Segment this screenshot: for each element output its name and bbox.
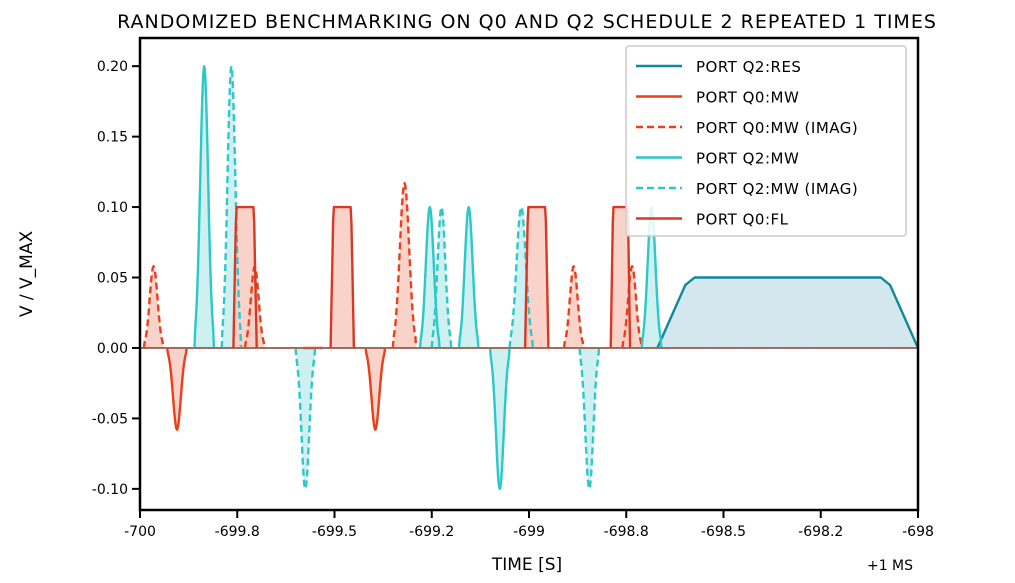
series-pulse-fill [579,348,599,489]
x-tick-label: -698.5 [701,524,746,540]
legend-box [625,45,907,237]
series-pulse [621,265,643,349]
series-pulse [656,276,920,349]
legend-label: port q2:mw (imag) [696,180,858,198]
series-pulse-fill [365,348,386,430]
series-pulse-fill [641,207,662,348]
y-axis-label: V / V_max [17,231,37,318]
legend-label: port q0:fl [696,211,789,229]
series-pulse [562,265,585,349]
legend: port q2:res port q0:mw port q0:mw (imag) po… [625,45,907,237]
legend-label: port q0:mw (imag) [696,119,858,137]
series-pulse [430,205,453,349]
series-pulse-fill [459,207,479,348]
y-tick-label: 0.00 [97,341,128,357]
series-fills [143,66,918,489]
y-tick-label: -0.05 [92,411,128,427]
series-pulse [488,347,511,491]
legend-label: port q2:res [696,58,801,76]
series-pulse [294,347,317,491]
series-pulse-fill [295,348,316,489]
series-lines [140,65,920,491]
series-pulse [364,347,387,431]
series-pulse [391,181,418,349]
series-pulse-fill [167,348,187,430]
x-tick-label: -699.2 [409,524,454,540]
series-pulse-fill [143,266,164,348]
y-tick-label: 0.10 [97,200,128,216]
x-tick-label: -699 [513,524,545,540]
series-pulse-fill [490,348,510,489]
chart-title: Randomized benchmarking on q0 and q2 sch… [117,11,937,33]
x-axis-offset-text: +1 ms [867,558,913,574]
legend-label: port q2:mw [696,150,799,168]
series-pulse-fill [610,207,631,348]
series-pulse [578,347,601,491]
x-axis-label: Time [s] [491,555,562,575]
y-tick-label: 0.20 [97,59,128,75]
x-tick-label: -698.2 [798,524,843,540]
series-pulse [329,205,356,349]
series-pulse-fill [525,207,549,348]
axis-ticks: -700 -699.8 -699.5 -699.2 -699 -698.8 -698.5 -6… [92,59,934,540]
series-pulse [220,65,243,349]
series-pulse [418,205,441,349]
series-pulse [142,265,165,349]
x-tick-label: -699.5 [312,524,357,540]
series-pulse [508,205,535,349]
series-pulse [193,65,216,349]
series-pulse [232,205,258,349]
series-pulse [457,205,480,349]
x-tick-label: -700 [124,524,156,540]
y-axis-label-text: V / V_max [17,231,37,318]
x-tick-label: -698 [902,524,934,540]
series-pulse [166,347,188,431]
x-tick-label: -698.8 [604,524,649,540]
series-pulse-fill [194,66,214,348]
series-pulse-fill [657,277,918,348]
series-pulse [523,205,550,349]
legend-label: port q0:mw [696,89,799,107]
series-pulse-fill [392,183,417,348]
y-tick-label: 0.15 [97,130,128,146]
x-tick-label: -699.8 [215,524,260,540]
y-tick-label: 0.05 [97,271,128,287]
series-pulse-fill [564,266,584,348]
series-pulse-fill [330,207,354,348]
y-tick-label: -0.10 [92,482,128,498]
